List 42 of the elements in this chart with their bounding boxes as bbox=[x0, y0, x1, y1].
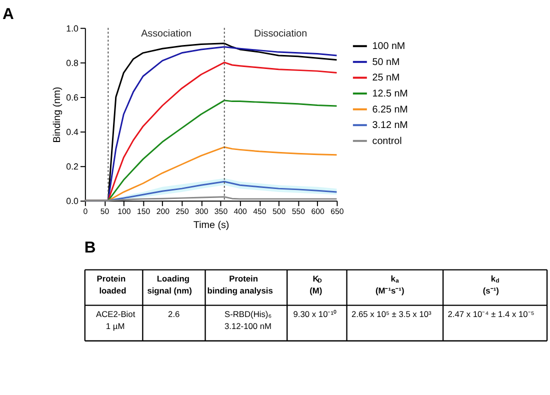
legend-label: 50 nM bbox=[372, 56, 400, 68]
x-tick-label: 50 bbox=[100, 206, 110, 216]
legend-label: control bbox=[372, 136, 402, 147]
x-tick-label: 600 bbox=[311, 206, 326, 216]
text: 2.47 x 10⁻⁴ ± 1.4 x 10⁻⁵ bbox=[448, 309, 534, 320]
text: Loading signal (nm) bbox=[147, 274, 192, 296]
x-axis-title: Time (s) bbox=[193, 220, 230, 231]
legend-label: 25 nM bbox=[372, 72, 400, 84]
legend-label: 100 nM bbox=[372, 41, 406, 52]
y-tick-label: 1.0 bbox=[66, 23, 79, 34]
x-tick-label: 0 bbox=[83, 206, 88, 216]
x-tick-label: 500 bbox=[272, 206, 286, 216]
text: Protein loaded bbox=[96, 274, 126, 296]
annotation: Dissociation bbox=[254, 28, 308, 40]
x-tick-label: 300 bbox=[195, 206, 209, 216]
y-tick-label: 0.6 bbox=[66, 92, 79, 102]
legend-label: 12.5 nM bbox=[372, 88, 408, 100]
x-tick-label: 650 bbox=[330, 206, 344, 216]
x-tick-label: 550 bbox=[292, 206, 306, 216]
text: 2.6 bbox=[168, 309, 180, 320]
legend-label: 6.25 nM bbox=[372, 104, 408, 116]
annotation: Association bbox=[141, 28, 192, 40]
y-axis-title: Binding (nm) bbox=[52, 86, 64, 143]
text: B bbox=[84, 239, 96, 256]
x-tick-label: 250 bbox=[176, 206, 190, 216]
x-tick-label: 450 bbox=[253, 206, 267, 216]
text: 9.30 x 10⁻¹⁰ bbox=[293, 309, 337, 320]
x-tick-label: 100 bbox=[118, 206, 132, 216]
y-tick-label: 0.2 bbox=[66, 162, 79, 172]
x-tick-label: 200 bbox=[156, 206, 170, 216]
text: S-RBD(His)₆ 3.12-100 nM bbox=[224, 309, 272, 332]
y-tick-label: 0.4 bbox=[66, 126, 79, 137]
chart-title: A bbox=[2, 6, 14, 23]
y-tick-label: 0.0 bbox=[66, 196, 79, 206]
text: 2.65 x 10⁵ ± 3.5 x 10³ bbox=[352, 309, 432, 320]
x-tick-label: 350 bbox=[214, 206, 228, 216]
x-tick-label: 400 bbox=[234, 206, 248, 216]
y-tick-label: 0.8 bbox=[66, 58, 79, 68]
x-tick-label: 150 bbox=[136, 206, 151, 216]
legend-label: 3.12 nM bbox=[372, 120, 408, 132]
text: ACE2-Biot 1 µM bbox=[96, 309, 136, 332]
text: Protein binding analysis bbox=[207, 274, 274, 296]
